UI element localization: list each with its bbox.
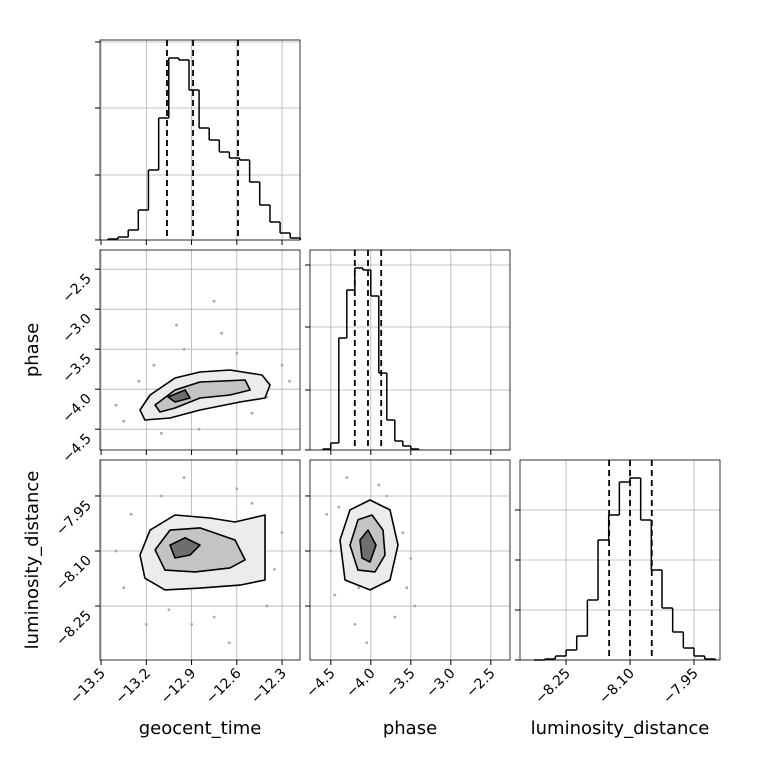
y-tick-label: −4.5 [59,431,94,466]
sample-point [333,593,337,597]
y-tick-label: −3.5 [59,351,94,386]
sample-point [235,351,239,355]
y-tick-label: −4.0 [59,391,94,426]
axes-frame [309,249,511,451]
sample-point [114,403,118,407]
x-tick-label: −12.6 [203,665,245,707]
panel: −4.5 −4.0 −3.5 −3.0 −2.5 phase [22,249,301,466]
contour [359,529,377,563]
axes-frame [99,459,301,661]
sample-point [212,615,216,619]
sample-point [288,379,291,383]
x-tick-label: −2.5 [463,666,498,701]
x-axis-label: luminosity_distance [531,718,710,739]
x-axis-label: phase [383,718,437,739]
contour [154,379,251,413]
sample-point [182,476,186,480]
panel: −8.25 −8.10 −7.95 luminosity_distance [515,459,721,739]
sample-point [190,623,193,626]
sample-point [159,494,163,498]
panel: −13.5 −13.2 −12.9 −12.6 −12.3 −8.25 −8.10 −7.95… [22,459,301,739]
sample-point [197,427,201,431]
y-tick-label: −8.25 [53,608,95,650]
sample-point [325,512,329,516]
sample-point [280,531,284,535]
contour [169,537,201,559]
x-tick-label: −12.3 [248,666,290,708]
y-tick-label: −7.95 [53,497,95,539]
sample-point [235,487,239,491]
x-tick-label: −8.10 [596,666,638,708]
x-tick-label: −4.5 [303,666,338,701]
sample-point [167,608,171,612]
sample-point [353,623,357,626]
panel [95,39,302,245]
sample-point [152,363,156,367]
sample-point [175,323,178,327]
sample-point [122,586,126,590]
sample-point [401,531,405,535]
contour [167,389,191,403]
sample-point [227,641,231,645]
sample-point [122,419,126,423]
sample-point [409,556,413,560]
sample-point [250,501,254,505]
sample-point [357,586,361,590]
y-tick-label: −2.5 [59,271,94,306]
sample-point [273,567,276,571]
x-tick-label: −3.5 [383,666,418,701]
sample-point [250,411,254,415]
sample-point [365,641,369,645]
axes-frame [309,459,511,661]
panel: −4.5−4.0−3.5−3.0−2.5 phase [303,459,511,739]
x-tick-label: −4.0 [343,666,378,701]
y-axis-label: luminosity_distance [22,471,43,650]
sample-point [265,604,269,608]
x-tick-label: −3.0 [423,666,458,701]
x-axis-label: geocent_time [139,718,262,739]
sample-point [280,363,284,367]
x-tick-label: −12.9 [158,666,200,708]
sample-point [159,431,163,435]
sample-point [405,586,409,590]
sample-point [337,505,341,509]
x-tick-label: −13.5 [67,666,109,708]
x-tick-label: −13.2 [112,666,154,708]
contour [154,527,246,573]
sample-point [413,604,417,608]
axes-frame [99,39,301,241]
y-tick-label: −8.10 [53,553,95,595]
x-tick-label: −7.95 [660,666,702,708]
y-axis-label: phase [22,323,43,377]
sample-point [393,615,397,619]
axes-frame [519,459,721,661]
sample-point [329,549,333,553]
y-tick-label: −3.0 [59,311,94,346]
sample-point [182,347,186,351]
sample-point [220,331,224,335]
sample-point [385,494,389,498]
sample-point [377,483,381,487]
sample-point [345,476,349,480]
axes-frame [99,249,301,451]
sample-point [129,512,133,516]
sample-point [144,623,148,626]
x-tick-label: −8.25 [532,666,574,708]
panel [305,249,511,455]
sample-point [212,299,216,303]
sample-point [137,379,141,383]
sample-point [114,549,118,553]
